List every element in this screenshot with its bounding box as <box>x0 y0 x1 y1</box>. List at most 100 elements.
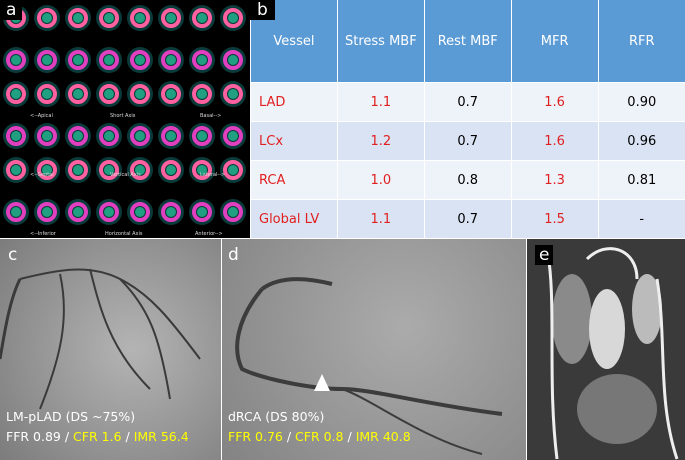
ring-core <box>197 165 207 175</box>
ring-core <box>11 131 21 141</box>
ring <box>6 126 26 146</box>
spect-images <box>3 5 246 225</box>
ring <box>223 160 243 180</box>
cell: LCx <box>250 121 338 161</box>
ring-core <box>135 131 145 141</box>
ring <box>99 8 119 28</box>
panel-e: e <box>527 239 685 460</box>
ring-core <box>197 131 207 141</box>
indices: FFR 0.76 / CFR 0.8 / IMR 40.8 <box>228 429 411 444</box>
ring <box>37 8 57 28</box>
ring-core <box>42 207 52 217</box>
cell: 0.96 <box>597 121 685 161</box>
panel-label: a <box>0 0 23 20</box>
ring <box>6 50 26 70</box>
ring <box>223 8 243 28</box>
ring-core <box>42 131 52 141</box>
ring <box>192 50 212 70</box>
ring-core <box>228 55 238 65</box>
ring <box>37 160 57 180</box>
ring-core <box>104 55 114 65</box>
view-caption: <--Apical <box>30 113 53 119</box>
ring <box>99 126 119 146</box>
ring <box>6 202 26 222</box>
view-caption: <--Inferior <box>30 231 56 237</box>
ring <box>37 84 57 104</box>
ring <box>99 50 119 70</box>
ring-core <box>42 55 52 65</box>
view-caption: Lateral--> <box>200 172 226 178</box>
cell: - <box>597 199 685 238</box>
ring-core <box>73 165 83 175</box>
ring <box>68 84 88 104</box>
ring-core <box>73 55 83 65</box>
ring <box>68 202 88 222</box>
ring-core <box>228 13 238 23</box>
panel-b: Vessel Stress MBF Rest MBF MFR RFR LAD 1.1 0.7 1… <box>250 0 685 238</box>
ring-core <box>11 55 21 65</box>
ring-core <box>197 207 207 217</box>
panel-label: b <box>250 0 275 20</box>
row: LAD 1.1 0.7 1.6 0.90 <box>250 81 685 122</box>
cell: 0.8 <box>423 160 512 200</box>
ffr: FFR 0.89 <box>6 429 61 444</box>
ring-core <box>11 207 21 217</box>
sep: / <box>343 429 356 444</box>
ring <box>68 160 88 180</box>
ring <box>192 202 212 222</box>
cell: 0.90 <box>597 81 685 122</box>
ring-core <box>228 131 238 141</box>
ring <box>130 84 150 104</box>
ring-core <box>228 165 238 175</box>
panel-label: e <box>535 245 554 265</box>
ring-core <box>73 13 83 23</box>
ring <box>192 84 212 104</box>
cell: LAD <box>250 81 338 122</box>
ring-core <box>73 89 83 99</box>
ring <box>68 50 88 70</box>
ring <box>130 50 150 70</box>
ring-core <box>166 55 176 65</box>
ring <box>99 160 119 180</box>
panel-label: d <box>228 245 239 265</box>
ring-core <box>166 89 176 99</box>
ring-core <box>166 131 176 141</box>
ring <box>161 202 181 222</box>
cell: RCA <box>250 160 338 200</box>
cell: 1.1 <box>336 199 425 238</box>
ct-image <box>527 239 685 460</box>
ring-core <box>73 131 83 141</box>
ring <box>161 126 181 146</box>
row: Global LV 1.1 0.7 1.5- <box>250 199 685 238</box>
imr: IMR 40.8 <box>355 429 411 444</box>
ring <box>161 8 181 28</box>
ring <box>37 50 57 70</box>
view-caption: Basal--> <box>200 113 222 119</box>
ring <box>37 202 57 222</box>
ring <box>192 8 212 28</box>
ring-core <box>166 207 176 217</box>
ring-core <box>104 89 114 99</box>
ring-core <box>135 13 145 23</box>
ffr: FFR 0.76 <box>228 429 283 444</box>
ring <box>161 160 181 180</box>
ring-core <box>104 131 114 141</box>
header-cell: Rest MBF <box>423 0 512 83</box>
ring-core <box>73 207 83 217</box>
ring <box>192 160 212 180</box>
cell: 0.7 <box>423 199 512 238</box>
ring-core <box>166 13 176 23</box>
ring <box>6 160 26 180</box>
ring <box>6 84 26 104</box>
ring-core <box>135 207 145 217</box>
ring-core <box>42 13 52 23</box>
ring <box>130 202 150 222</box>
cell: 1.6 <box>510 81 599 122</box>
ring <box>99 202 119 222</box>
cell: 0.7 <box>423 121 512 161</box>
view-caption: Horizontal Axis <box>105 231 143 237</box>
ring <box>161 84 181 104</box>
sep: / <box>121 429 134 444</box>
header-cell: Stress MBF <box>336 0 425 83</box>
